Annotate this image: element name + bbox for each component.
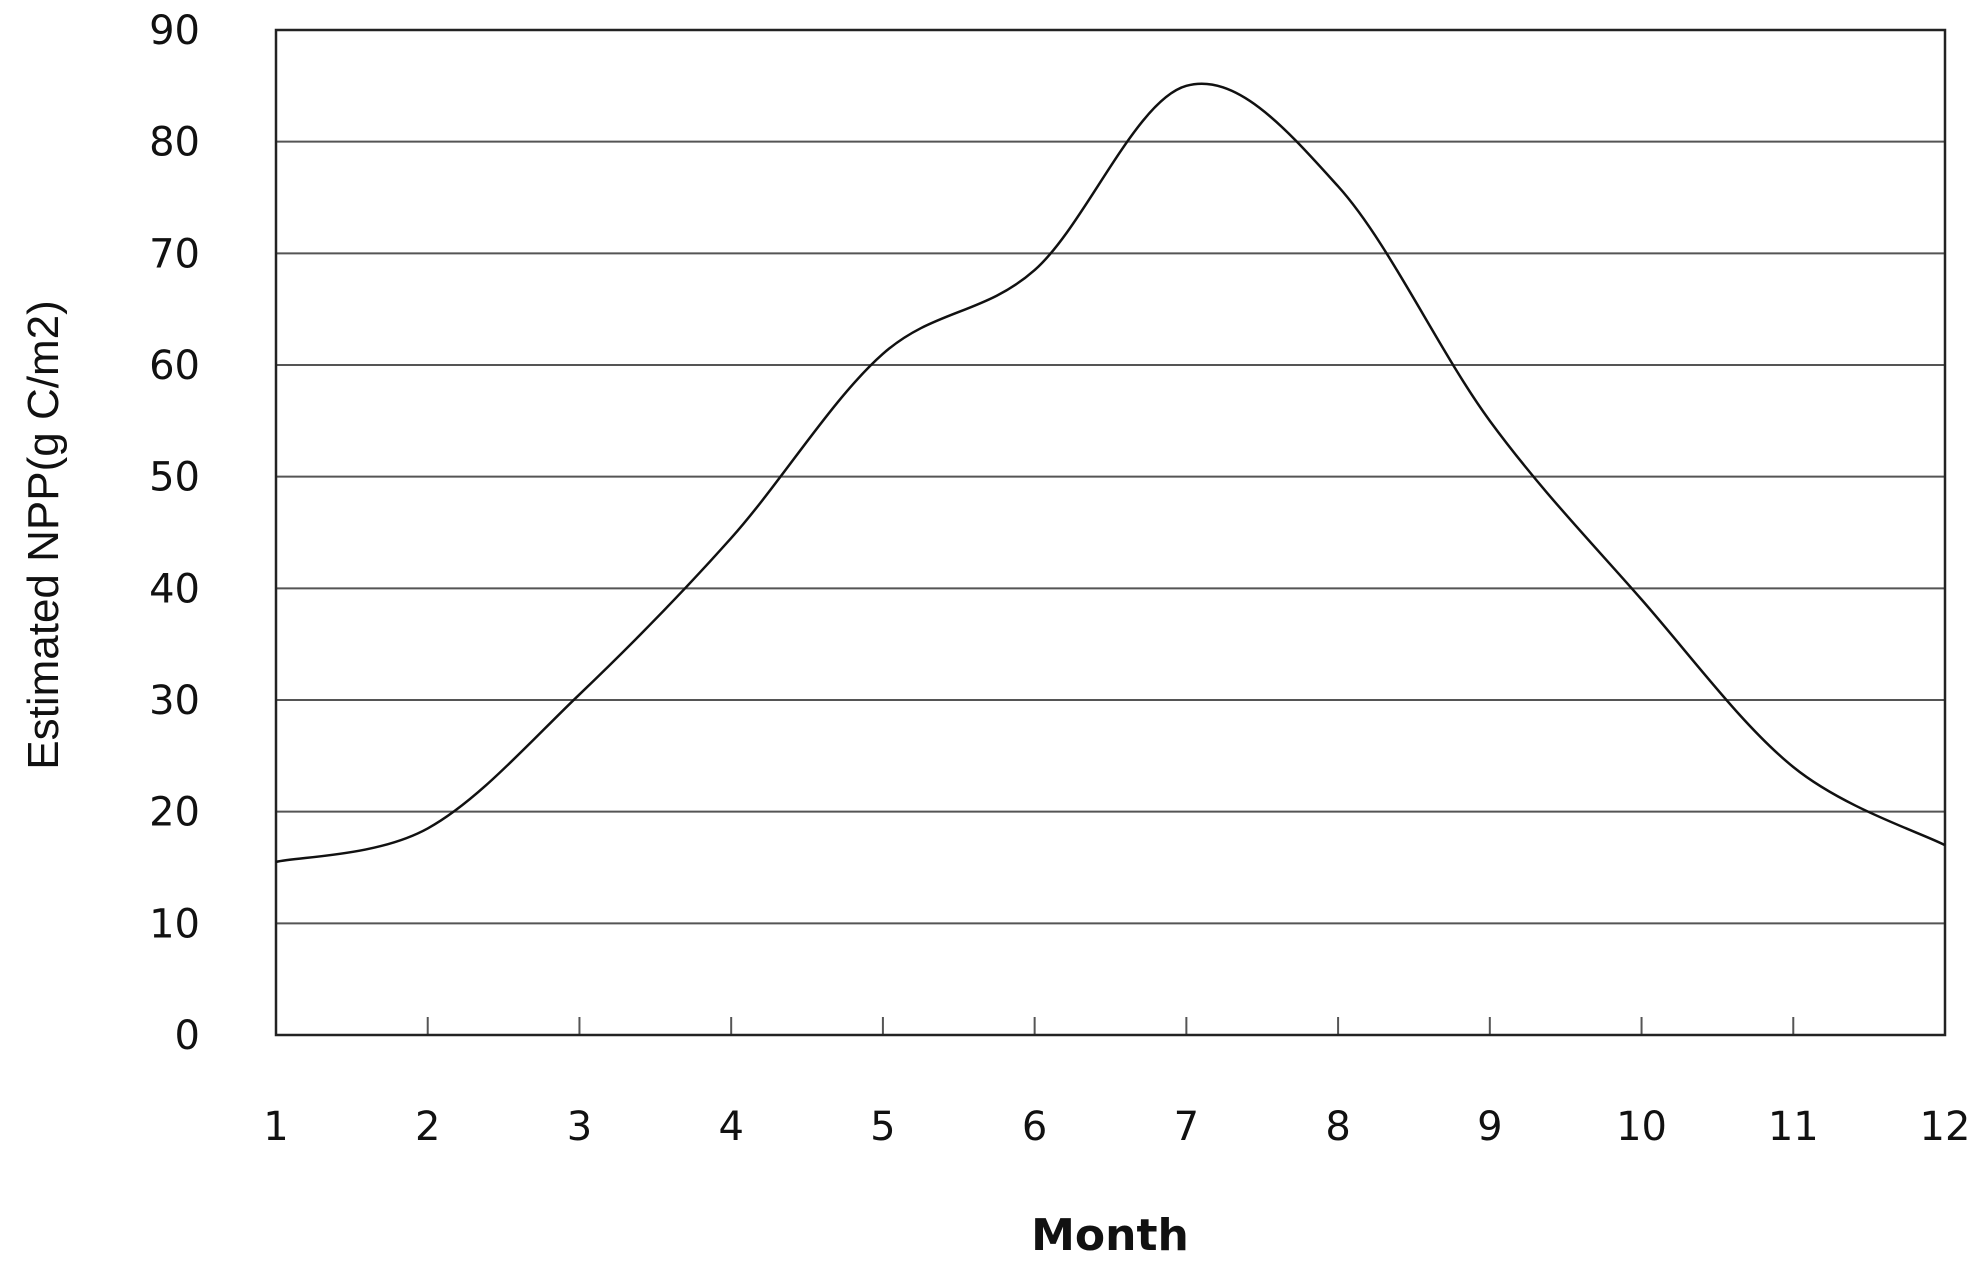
y-tick-label: 50	[149, 455, 200, 501]
x-tick-label: 9	[1477, 1104, 1502, 1150]
y-axis-title: Estimated NPP(g C/m2)	[19, 300, 68, 769]
x-axis-tick-labels: 1 2 3 4 5 6 7 8 9 10 11 12	[263, 1104, 1970, 1150]
y-tick-label: 20	[149, 790, 200, 836]
x-tick-label: 10	[1616, 1104, 1667, 1150]
y-tick-label: 40	[149, 566, 200, 612]
y-tick-label: 60	[149, 343, 200, 389]
series-line-npp	[275, 82, 1946, 864]
x-tick-label: 4	[718, 1104, 743, 1150]
y-tick-label: 90	[149, 8, 200, 54]
x-tick-label: 1	[263, 1104, 288, 1150]
y-tick-label: 30	[149, 678, 200, 724]
y-tick-label: 70	[149, 231, 200, 277]
x-tick-label: 3	[567, 1104, 592, 1150]
x-tick-label: 2	[415, 1104, 440, 1150]
x-tick-label: 7	[1174, 1104, 1199, 1150]
x-axis-title: Month	[1031, 1210, 1189, 1261]
y-tick-label: 0	[175, 1013, 200, 1059]
y-tick-label: 80	[149, 120, 200, 166]
x-tick-label: 6	[1022, 1104, 1047, 1150]
x-tick-marks	[275, 1017, 1946, 1035]
x-tick-label: 8	[1325, 1104, 1350, 1150]
x-tick-label: 11	[1768, 1104, 1819, 1150]
y-axis-tick-labels: 0 10 20 30 40 50 60 70 80 90	[149, 8, 200, 1059]
plot-frame	[274, 28, 1947, 1037]
y-tick-label: 10	[149, 901, 200, 947]
y-gridlines	[276, 140, 1945, 925]
x-tick-label: 5	[870, 1104, 895, 1150]
x-tick-label: 12	[1920, 1104, 1971, 1150]
